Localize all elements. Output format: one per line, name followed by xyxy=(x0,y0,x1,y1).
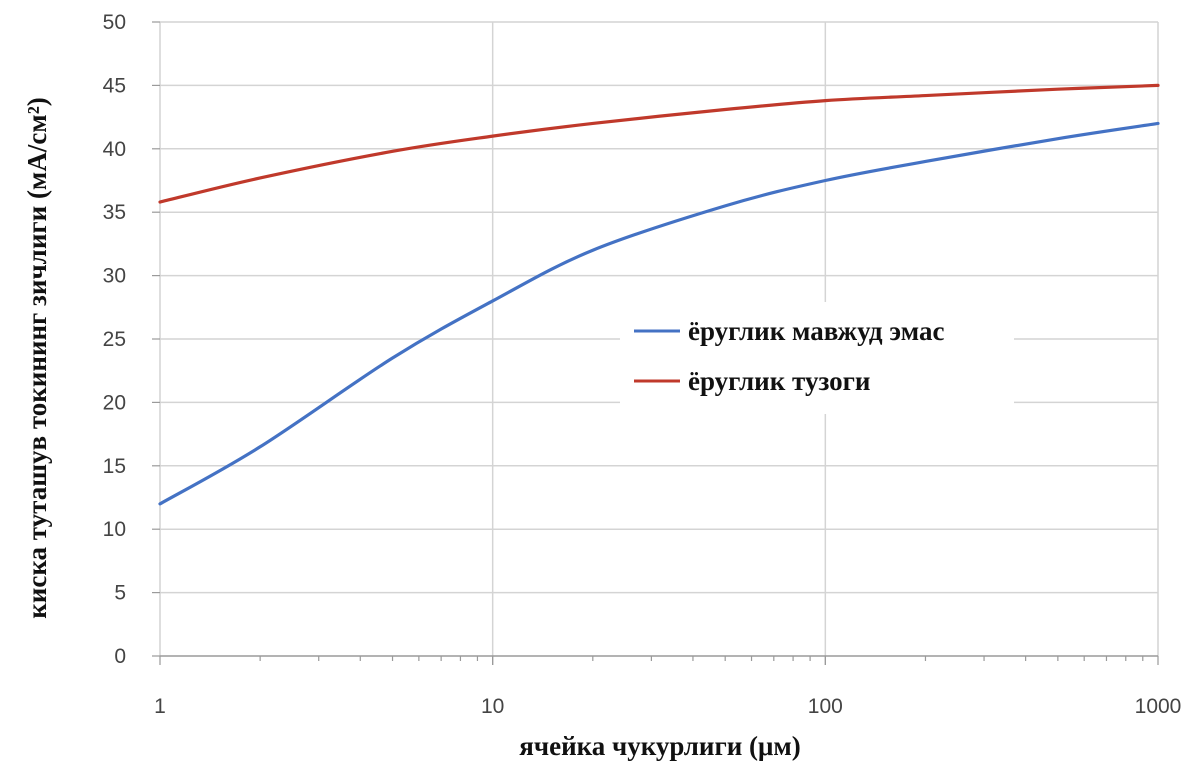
y-tick-label: 5 xyxy=(114,582,126,605)
y-tick-label: 30 xyxy=(103,265,126,288)
x-axis-title: ячейка чукурлиги (μм) xyxy=(519,731,800,761)
x-tick-label: 1000 xyxy=(1135,695,1182,718)
y-tick-label: 20 xyxy=(103,391,126,414)
series-line-1 xyxy=(158,121,1160,506)
x-tick-label: 1 xyxy=(154,695,166,718)
y-tick-label: 0 xyxy=(114,645,126,668)
y-tick-labels: 0 5 10 15 20 25 30 35 40 45 50 xyxy=(103,11,126,668)
y-axis-title: киска туташув токининг зичлиги (мА/см²) xyxy=(22,97,52,619)
series-lines xyxy=(158,83,1160,506)
legend: ёруглик мавжуд эмас ёруглик тузоги xyxy=(620,302,1014,414)
y-tick-label: 25 xyxy=(103,328,126,351)
y-tick-label: 45 xyxy=(103,74,126,97)
legend-label-series-1: ёруглик мавжуд эмас xyxy=(688,316,944,346)
y-tick-label: 35 xyxy=(103,201,126,224)
x-tick-labels: 1 10 100 1000 xyxy=(154,695,1181,718)
x-tick-label: 100 xyxy=(808,695,843,718)
y-tick-label: 15 xyxy=(103,455,126,478)
y-tick-label: 50 xyxy=(103,11,126,34)
legend-box xyxy=(620,302,1014,414)
series-line-2 xyxy=(158,83,1160,204)
x-tick-label: 10 xyxy=(481,695,504,718)
axes xyxy=(152,21,1159,665)
y-tick-label: 40 xyxy=(103,138,126,161)
y-tick-label: 10 xyxy=(103,518,126,541)
legend-label-series-2: ёруглик тузоги xyxy=(688,366,870,396)
